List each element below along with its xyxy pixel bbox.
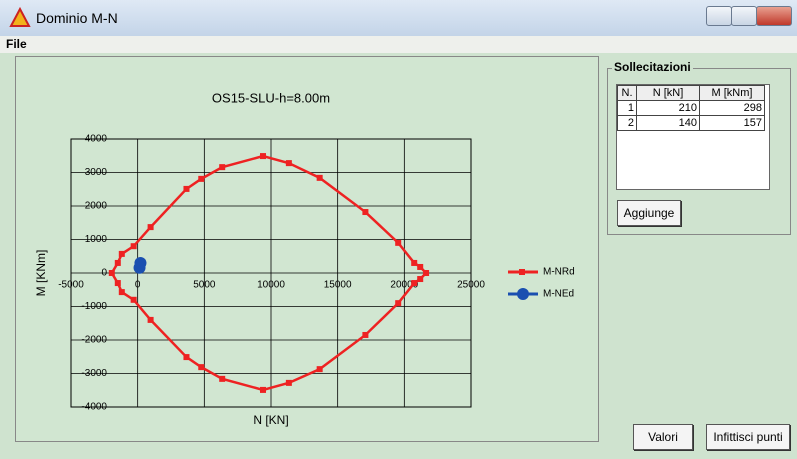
y-axis-label: M [KNm] (34, 250, 48, 297)
close-button[interactable] (756, 6, 792, 26)
group-box (607, 68, 791, 235)
point-marker (260, 153, 266, 160)
y-tick-label: 1000 (85, 234, 108, 245)
point-marker (417, 263, 424, 270)
point-marker (118, 289, 125, 296)
group-title: Sollecitazioni (612, 60, 693, 74)
point-marker (130, 243, 137, 250)
point-marker (423, 270, 430, 276)
table-cell: N [kN] (636, 85, 700, 101)
point-marker (133, 261, 146, 274)
legend-marker (517, 288, 529, 300)
table-cell: 2 (617, 115, 637, 131)
y-tick-label: 0 (101, 268, 107, 279)
point-marker (198, 175, 205, 182)
window-title: Dominio M-N (36, 10, 118, 26)
table-cell: 157 (699, 115, 765, 131)
legend-label: M-NRd (543, 267, 575, 278)
table-row: 2 140 157 (617, 115, 765, 131)
title-bar: Dominio M-N (0, 0, 797, 36)
y-tick-label: -3000 (81, 368, 107, 379)
table-row: N. N [kN] M [kNm] (617, 85, 765, 101)
point-marker (395, 300, 402, 307)
point-marker (362, 331, 369, 338)
x-tick-label: 10000 (257, 280, 285, 291)
y-tick-label: 4000 (85, 134, 108, 145)
point-marker (411, 280, 418, 287)
point-marker (114, 280, 121, 287)
point-marker (417, 276, 424, 283)
point-marker (183, 185, 190, 192)
y-tick-label: -2000 (81, 335, 107, 346)
x-tick-label: 5000 (193, 280, 216, 291)
point-marker (118, 250, 125, 257)
y-tick-label: 3000 (85, 167, 108, 178)
point-marker (183, 354, 190, 361)
y-tick-label: -1000 (81, 301, 107, 312)
point-marker (219, 375, 226, 382)
point-marker (108, 270, 115, 276)
table-row: 1 210 298 (617, 100, 765, 116)
x-tick-label: 0 (135, 280, 141, 291)
table-cell: 210 (636, 100, 700, 116)
table: N. N [kN] M [kNm] 1 210 298 2 140 157 (617, 85, 765, 131)
legend-label: M-NEd (543, 289, 574, 300)
maximize-button[interactable] (731, 6, 757, 26)
x-tick-label: 15000 (324, 280, 352, 291)
point-marker (395, 239, 402, 246)
table-box: N. N [kN] M [kNm] 1 210 298 2 140 157 (616, 84, 770, 190)
densify-button[interactable]: Infittisci punti (706, 424, 790, 450)
y-tick-label: -4000 (81, 402, 107, 413)
point-marker (114, 259, 121, 266)
app-icon (9, 6, 31, 27)
chart-title: OS15-SLU-h=8.00m (212, 90, 330, 105)
point-marker (316, 174, 323, 181)
menu-item[interactable]: File (6, 37, 27, 51)
x-tick-label: -5000 (58, 280, 84, 291)
y-tick-label: 2000 (85, 201, 108, 212)
point-marker (198, 364, 205, 371)
point-marker (285, 160, 292, 167)
menu-bar: File (0, 36, 797, 53)
point-marker (316, 366, 323, 373)
values-button[interactable]: Valori (633, 424, 693, 450)
point-marker (147, 316, 154, 323)
point-marker (411, 259, 418, 266)
minimize-button[interactable] (706, 6, 732, 26)
point-marker (285, 379, 292, 386)
add-button[interactable]: Aggiunge (617, 200, 681, 226)
x-tick-label: 25000 (457, 280, 485, 291)
point-marker (260, 386, 266, 393)
point-marker (130, 296, 137, 303)
table-cell: 1 (617, 100, 637, 116)
chart-panel: OS15-SLU-h=8.00m -5000 0 5000 10000 15000 2000… (15, 56, 599, 442)
x-axis-label: N [KN] (253, 413, 288, 427)
table-cell: M [kNm] (699, 85, 765, 101)
x-tick-label: 20000 (390, 280, 418, 291)
point-marker (362, 209, 369, 216)
point-marker (147, 224, 154, 231)
point-marker (219, 164, 226, 171)
table-cell: 298 (699, 100, 765, 116)
table-cell: 140 (636, 115, 700, 131)
chart: OS15-SLU-h=8.00m-5000 0 5000 10000 15000 2000… (34, 90, 575, 427)
legend-marker (519, 269, 525, 275)
table-cell: N. (617, 85, 637, 101)
